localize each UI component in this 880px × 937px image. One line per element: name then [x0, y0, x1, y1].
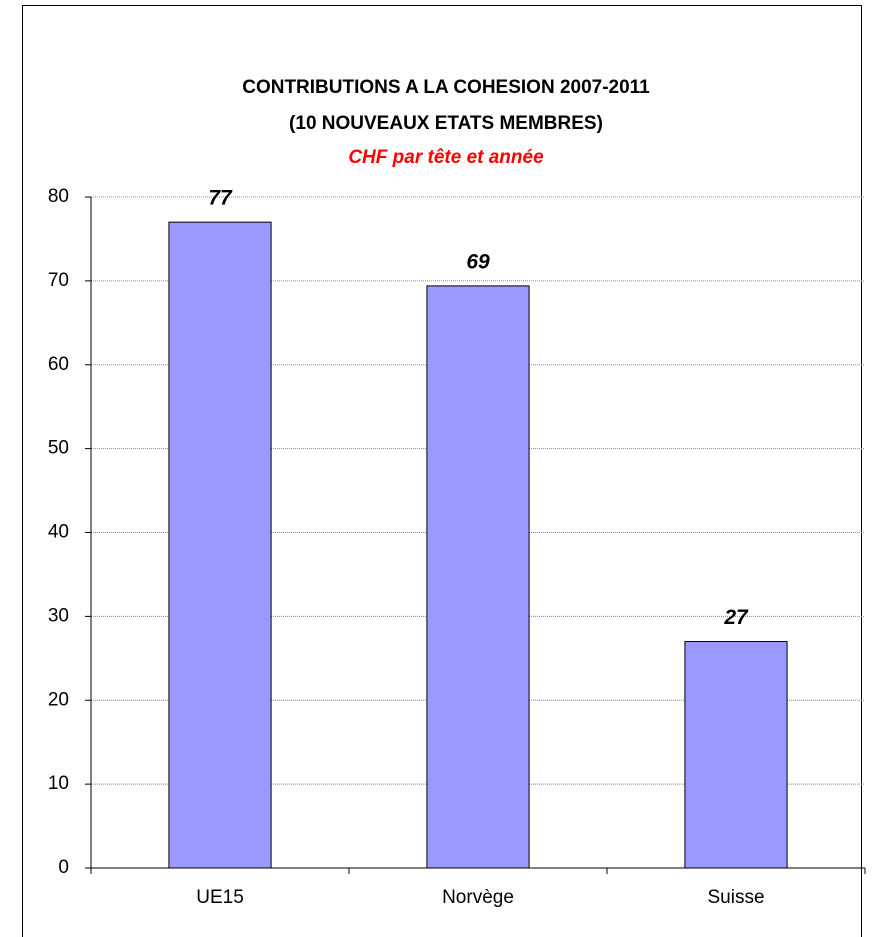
y-tick-label: 10: [48, 773, 69, 794]
bar: [684, 641, 788, 869]
bar: [426, 285, 530, 869]
x-tick-label: Suisse: [707, 887, 764, 908]
chart-title: CONTRIBUTIONS A LA COHESION 2007-2011: [242, 77, 650, 98]
y-tick-label: 40: [48, 522, 69, 543]
chart-subtitle: CHF par tête et année: [348, 147, 544, 168]
value-label: 27: [723, 606, 749, 629]
y-tick-label: 80: [48, 186, 69, 207]
chart-title: (10 NOUVEAUX ETATS MEMBRES): [289, 113, 603, 134]
x-tick-label: Norvège: [442, 887, 514, 908]
y-tick-label: 50: [48, 438, 69, 459]
y-tick-label: 70: [48, 270, 69, 291]
x-tick-label: UE15: [196, 887, 244, 908]
bar: [168, 221, 272, 869]
value-label: 69: [466, 250, 490, 273]
value-label: 77: [208, 187, 233, 210]
y-tick-label: 0: [58, 857, 69, 878]
y-tick-label: 30: [48, 605, 69, 626]
y-tick-label: 60: [48, 354, 69, 375]
y-tick-label: 20: [48, 689, 69, 710]
